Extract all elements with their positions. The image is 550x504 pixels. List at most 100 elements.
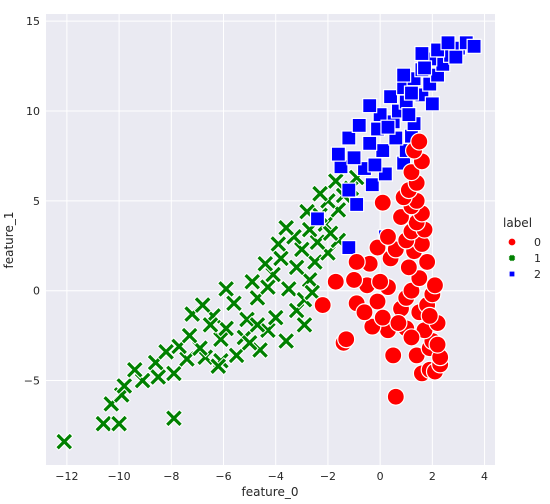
data-point-series-2: [466, 38, 482, 54]
data-point-series-2: [367, 157, 383, 173]
data-point-series-1: [276, 331, 296, 351]
data-point-series-1: [193, 295, 212, 315]
data-points: [55, 35, 482, 451]
data-point-series-0: [384, 346, 403, 365]
data-point-series-0: [420, 306, 439, 325]
data-point-series-1: [149, 367, 168, 387]
data-point-series-0: [373, 193, 392, 212]
data-point-series-1: [201, 315, 220, 335]
data-point-series-2: [341, 239, 357, 256]
data-point-series-2: [362, 98, 378, 114]
data-point-series-0: [355, 303, 374, 322]
data-point-series-0: [344, 270, 364, 290]
data-point-series-0: [326, 272, 345, 291]
data-point-series-1: [180, 326, 199, 345]
legend-marker-0: [507, 237, 517, 247]
data-point-series-2: [424, 96, 440, 112]
data-point-series-2: [341, 182, 357, 198]
legend: label 0 1 2: [503, 216, 541, 281]
x-tick-label: 2: [429, 470, 436, 483]
x-tick-label: −10: [107, 470, 130, 483]
data-point-series-1: [164, 364, 184, 383]
data-point-series-2: [330, 146, 346, 162]
data-point-series-1: [271, 249, 291, 268]
data-point-series-1: [258, 277, 278, 297]
x-tick-label: −4: [268, 470, 284, 483]
legend-title: label: [503, 216, 532, 230]
x-tick-label: 4: [481, 470, 488, 483]
legend-label: 1: [534, 252, 541, 265]
data-point-series-1: [276, 218, 296, 238]
x-tick-label: −8: [163, 470, 179, 483]
data-point-series-2: [341, 130, 357, 146]
data-point-series-1: [292, 240, 312, 259]
data-point-series-1: [243, 272, 262, 291]
data-point-series-2: [401, 107, 417, 123]
data-point-series-1: [156, 342, 176, 362]
y-tick-label: 15: [26, 15, 40, 28]
data-point-series-2: [380, 119, 396, 135]
legend-label: 0: [534, 236, 541, 249]
y-tick-label: 5: [33, 195, 40, 208]
data-point-series-1: [216, 279, 236, 299]
data-point-series-0: [313, 295, 332, 315]
data-point-series-1: [305, 252, 325, 272]
data-point-series-1: [269, 234, 288, 254]
data-point-series-1: [287, 258, 306, 277]
data-point-series-1: [177, 349, 197, 369]
data-point-series-2: [448, 49, 464, 65]
data-point-series-2: [382, 89, 399, 105]
data-point-series-2: [416, 60, 433, 76]
data-point-series-1: [308, 232, 327, 252]
data-point-series-1: [55, 432, 74, 451]
data-point-series-0: [378, 227, 398, 246]
legend-label: 2: [534, 268, 541, 281]
data-point-series-1: [109, 414, 129, 433]
x-tick-label: −6: [215, 470, 231, 483]
data-point-series-2: [375, 142, 391, 159]
data-point-series-0: [347, 252, 366, 272]
data-point-series-1: [125, 360, 144, 379]
data-point-series-2: [333, 159, 349, 175]
data-point-series-2: [349, 196, 365, 213]
y-tick-label: 10: [26, 105, 40, 118]
data-point-series-1: [115, 376, 134, 396]
data-point-series-1: [227, 346, 246, 365]
data-point-series-0: [410, 132, 429, 151]
data-point-series-1: [248, 315, 267, 335]
legend-marker-1: [507, 253, 517, 263]
data-point-series-1: [258, 321, 278, 340]
legend-items: 0 1 2: [507, 236, 541, 281]
data-point-series-0: [428, 335, 447, 354]
data-point-series-0: [337, 330, 356, 349]
legend-marker-2: [508, 270, 516, 278]
data-point-series-2: [351, 117, 367, 134]
data-point-series-1: [209, 356, 228, 376]
data-point-series-2: [440, 35, 456, 51]
data-point-series-2: [362, 135, 378, 151]
data-point-series-1: [164, 409, 184, 428]
data-point-series-0: [402, 328, 421, 347]
data-point-series-0: [386, 387, 405, 406]
data-point-series-0: [418, 252, 437, 272]
data-point-series-1: [266, 308, 285, 327]
data-point-series-1: [216, 319, 236, 338]
data-point-series-0: [389, 313, 408, 333]
data-point-series-2: [396, 67, 412, 83]
tick-labels: −12 −10 −8 −6 −4 −2 0 2 4 −5 0 5 10 15: [24, 15, 488, 483]
data-point-series-0: [368, 292, 387, 311]
y-axis-label: feature_1: [2, 212, 16, 269]
y-tick-label: −5: [24, 375, 40, 388]
data-point-series-1: [295, 315, 314, 335]
data-point-series-0: [399, 258, 418, 277]
data-point-series-1: [240, 333, 259, 353]
data-point-series-1: [224, 294, 244, 313]
x-axis-label: feature_0: [242, 485, 299, 499]
data-point-series-2: [364, 177, 380, 193]
data-point-series-1: [256, 254, 275, 273]
data-point-series-2: [309, 211, 326, 227]
data-point-series-2: [346, 150, 362, 166]
data-point-series-2: [414, 45, 430, 62]
x-tick-label: 0: [377, 470, 384, 483]
